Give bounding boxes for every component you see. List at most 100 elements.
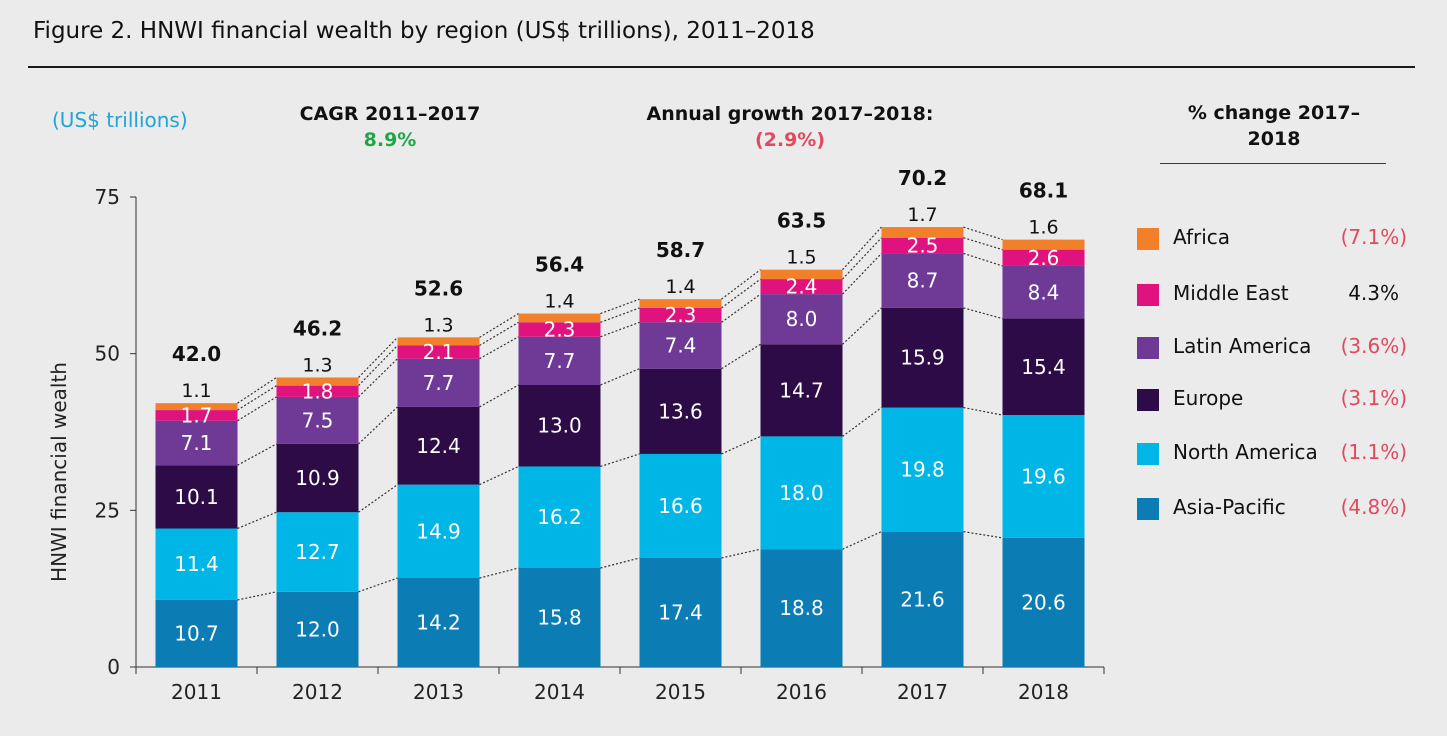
- connector-line: [600, 557, 640, 569]
- legend-item: Europe (3.1%): [1137, 385, 1427, 415]
- data-label: 14.7: [779, 378, 824, 402]
- connector-line: [600, 307, 640, 323]
- legend-pct-change: (4.8%): [1340, 495, 1407, 519]
- data-label: 19.8: [900, 458, 945, 482]
- data-label: 2.3: [665, 303, 697, 327]
- total-label: 42.0: [172, 342, 221, 366]
- bar-segment: [518, 336, 601, 385]
- bar-segment: [276, 443, 359, 513]
- connector-line: [842, 307, 882, 345]
- bar-segment: [518, 466, 601, 568]
- bar-segment: [276, 385, 359, 397]
- connector-line: [721, 435, 761, 455]
- connector-line: [842, 531, 882, 550]
- pct-change-divider: [1160, 163, 1386, 164]
- connector-line: [600, 321, 640, 338]
- bar-segment: [397, 578, 480, 667]
- data-label: 1.4: [665, 276, 695, 298]
- connector-line: [358, 406, 398, 445]
- bar-segment: [155, 528, 238, 600]
- bar-segment: [881, 531, 964, 667]
- cagr-label: CAGR 2011–2017: [299, 103, 481, 125]
- x-tick-label: 2012: [292, 680, 343, 704]
- bar-segment: [881, 227, 964, 238]
- data-label: 1.4: [544, 291, 574, 313]
- total-label: 63.5: [777, 209, 826, 233]
- legend-pct-change: (3.6%): [1340, 334, 1407, 358]
- data-label: 14.9: [416, 519, 461, 543]
- data-label: 2.4: [786, 275, 818, 299]
- connector-line: [479, 384, 519, 408]
- bar-segment: [639, 307, 722, 323]
- connector-line: [358, 336, 398, 378]
- connector-line: [237, 385, 277, 411]
- legend-swatch: [1137, 284, 1159, 306]
- bar-segment: [1002, 415, 1085, 538]
- bar-segment: [1002, 239, 1085, 250]
- legend-label: North America: [1173, 440, 1318, 464]
- data-label: 1.5: [786, 247, 816, 269]
- connector-line: [842, 252, 882, 295]
- connector-line: [963, 252, 1003, 267]
- connector-line: [963, 226, 1003, 241]
- legend-label: Europe: [1173, 386, 1244, 410]
- bar-segment: [276, 396, 359, 444]
- legend-label: Middle East: [1173, 281, 1289, 305]
- data-label: 1.3: [423, 314, 453, 336]
- data-label: 12.0: [295, 617, 340, 641]
- x-tick-label: 2011: [171, 680, 222, 704]
- connector-line: [237, 591, 277, 601]
- data-label: 15.9: [900, 346, 945, 370]
- total-label: 68.1: [1019, 179, 1068, 203]
- data-label: 2.6: [1028, 246, 1060, 270]
- legend-pct-change: (3.1%): [1340, 386, 1407, 410]
- cagr-header: CAGR 2011–2017 8.9%: [270, 103, 510, 151]
- y-tick-label: 0: [107, 655, 120, 679]
- bar-segment: [639, 557, 722, 667]
- legend-item: Latin America (3.6%): [1137, 333, 1427, 363]
- pct-change-header: % change 2017–2018: [1187, 102, 1361, 150]
- connector-line: [963, 406, 1003, 416]
- connector-line: [358, 345, 398, 387]
- data-label: 15.8: [537, 605, 582, 629]
- connector-line: [600, 368, 640, 386]
- data-label: 15.4: [1021, 355, 1066, 379]
- bar-segment: [155, 420, 238, 466]
- growth-value: (2.9%): [754, 129, 826, 151]
- x-tick-label: 2018: [1018, 680, 1069, 704]
- bar-segment: [1002, 265, 1085, 319]
- bar-segment: [518, 385, 601, 467]
- connector-line: [358, 577, 398, 593]
- bar-segment: [760, 294, 843, 345]
- legend-pct-change: 4.3%: [1348, 281, 1399, 305]
- connector-line: [842, 237, 882, 280]
- data-label: 13.0: [537, 414, 582, 438]
- connector-line: [721, 548, 761, 559]
- data-label: 18.0: [779, 481, 824, 505]
- bar-segment: [760, 436, 843, 550]
- x-tick-label: 2015: [655, 680, 706, 704]
- connector-line: [721, 269, 761, 300]
- x-tick-label: 2013: [413, 680, 464, 704]
- connector-line: [963, 237, 1003, 251]
- connector-line: [479, 321, 519, 347]
- data-label: 16.6: [658, 494, 703, 518]
- data-label: 7.4: [665, 334, 697, 358]
- bar-segment: [639, 322, 722, 369]
- bar-segment: [397, 337, 480, 346]
- x-tick-label: 2017: [897, 680, 948, 704]
- y-tick-label: 25: [95, 498, 120, 522]
- x-tick-label: 2016: [776, 680, 827, 704]
- legend-swatch: [1137, 498, 1159, 520]
- bar-segment: [155, 599, 238, 667]
- data-label: 2.3: [544, 318, 576, 342]
- data-label: 16.2: [537, 505, 582, 529]
- figure-title: Figure 2. HNWI financial wealth by regio…: [33, 18, 815, 44]
- legend-item: North America (1.1%): [1137, 439, 1427, 469]
- growth-header: Annual growth 2017–2018: (2.9%): [620, 103, 960, 151]
- total-label: 70.2: [898, 166, 947, 190]
- data-label: 7.7: [423, 371, 455, 395]
- legend-pct-change: (7.1%): [1340, 225, 1407, 249]
- y-axis-label: HNWI financial wealth: [47, 362, 71, 582]
- bar-segment: [639, 453, 722, 558]
